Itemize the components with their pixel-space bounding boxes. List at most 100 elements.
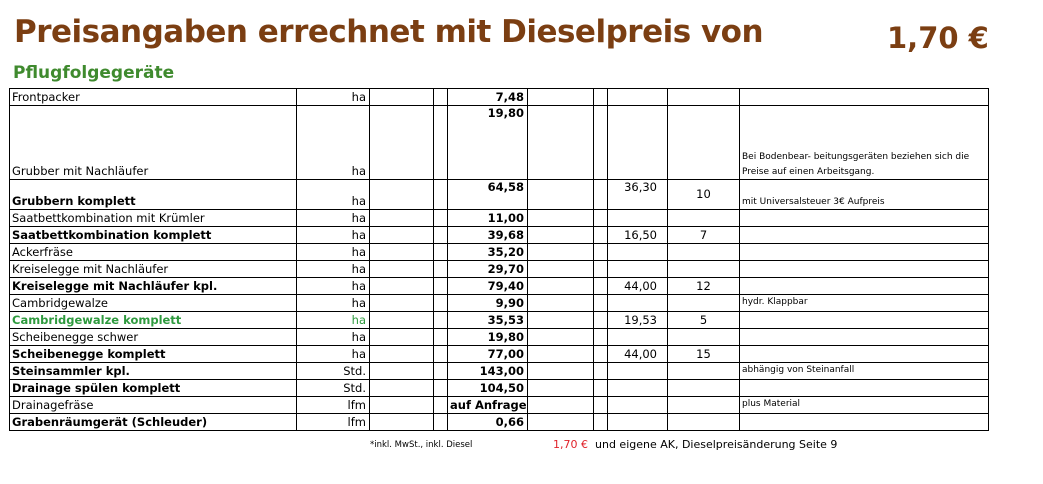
row-price: 0,66 [447,413,528,431]
empty-cell [593,294,608,312]
empty-cell [369,179,434,210]
empty-cell [369,328,434,346]
empty-cell [433,294,448,312]
row-value-a [607,260,668,278]
empty-cell [369,396,434,414]
empty-cell [369,362,434,380]
empty-cell [433,226,448,244]
empty-cell [369,88,434,106]
row-name: Scheibenegge schwer [9,328,297,346]
empty-cell [593,328,608,346]
empty-cell [527,413,594,431]
empty-cell [527,379,594,397]
row-price: 79,40 [447,277,528,295]
row-value-a: 44,00 [607,345,668,363]
table-row: Kreiselegge mit Nachläufer ha 29,70 [9,260,989,278]
row-value-a: 44,00 [607,277,668,295]
empty-cell [369,243,434,261]
empty-cell [593,179,608,210]
row-price: 104,50 [447,379,528,397]
table-row: Frontpacker ha 7,48 [9,88,989,106]
row-note: Bei Bodenbear- beitungsgeräten beziehen … [739,105,989,180]
row-name: Scheibenegge komplett [9,345,297,363]
row-price: 9,90 [447,294,528,312]
empty-cell [433,413,448,431]
row-note [739,226,989,244]
row-value-a [607,379,668,397]
row-value-b [667,260,740,278]
row-value-b [667,88,740,106]
empty-cell [433,396,448,414]
row-value-a: 16,50 [607,226,668,244]
empty-cell [527,209,594,227]
row-name: Drainagefräse [9,396,297,414]
empty-cell [593,88,608,106]
empty-cell [593,362,608,380]
row-price: 35,53 [447,311,528,329]
empty-cell [433,179,448,210]
empty-cell [593,345,608,363]
row-price: auf Anfrage [447,396,528,414]
row-value-a [607,88,668,106]
empty-cell [527,362,594,380]
row-unit: ha [296,105,370,180]
row-unit: ha [296,294,370,312]
table-row: Scheibenegge schwer ha 19,80 [9,328,989,346]
empty-cell [527,311,594,329]
table-row: Cambridgewalze ha 9,90 hydr. Klappbar [9,294,989,312]
row-note [739,311,989,329]
row-value-a [607,396,668,414]
empty-cell [369,277,434,295]
empty-cell [433,277,448,295]
empty-cell [433,105,448,180]
empty-cell [433,311,448,329]
row-name: Kreiselegge mit Nachläufer [9,260,297,278]
table-row: Ackerfräse ha 35,20 [9,243,989,261]
empty-cell [369,413,434,431]
empty-cell [369,294,434,312]
empty-cell [433,209,448,227]
row-note [739,243,989,261]
row-note [739,345,989,363]
row-unit: ha [296,209,370,227]
empty-cell [369,105,434,180]
row-name: Grabenräumgerät (Schleuder) [9,413,297,431]
table-row: Drainagefräse lfm auf Anfrage plus Material [9,396,989,414]
row-unit: ha [296,277,370,295]
row-name: Grubber mit Nachläufer [9,105,297,180]
empty-cell [527,226,594,244]
row-name: Saatbettkombination mit Krümler [9,209,297,227]
table-row: Grubbern komplett ha 64,58 36,30 10 mit Unive… [9,179,989,210]
row-value-b: 5 [667,311,740,329]
empty-cell [369,209,434,227]
row-name: Cambridgewalze [9,294,297,312]
row-note [739,328,989,346]
empty-cell [369,226,434,244]
row-note: mit Universalsteuer 3€ Aufpreis [739,179,989,210]
row-value-a [607,243,668,261]
empty-cell [433,379,448,397]
empty-cell [433,345,448,363]
row-note [739,88,989,106]
empty-cell [369,379,434,397]
row-unit: ha [296,226,370,244]
empty-cell [593,209,608,227]
empty-cell [593,311,608,329]
table-row: Kreiselegge mit Nachläufer kpl. ha 79,40 44… [9,277,989,295]
row-unit: ha [296,345,370,363]
empty-cell [433,88,448,106]
row-unit: Std. [296,362,370,380]
row-note [739,413,989,431]
empty-cell [593,260,608,278]
row-price: 35,20 [447,243,528,261]
empty-cell [527,345,594,363]
row-value-b: 7 [667,226,740,244]
empty-cell [527,396,594,414]
empty-cell [527,105,594,180]
row-note: plus Material [739,396,989,414]
row-name: Grubbern komplett [9,179,297,210]
footer-text: und eigene AK, Dieselpreisänderung Seite… [595,438,838,451]
row-name: Saatbettkombination komplett [9,226,297,244]
row-note [739,260,989,278]
empty-cell [593,243,608,261]
